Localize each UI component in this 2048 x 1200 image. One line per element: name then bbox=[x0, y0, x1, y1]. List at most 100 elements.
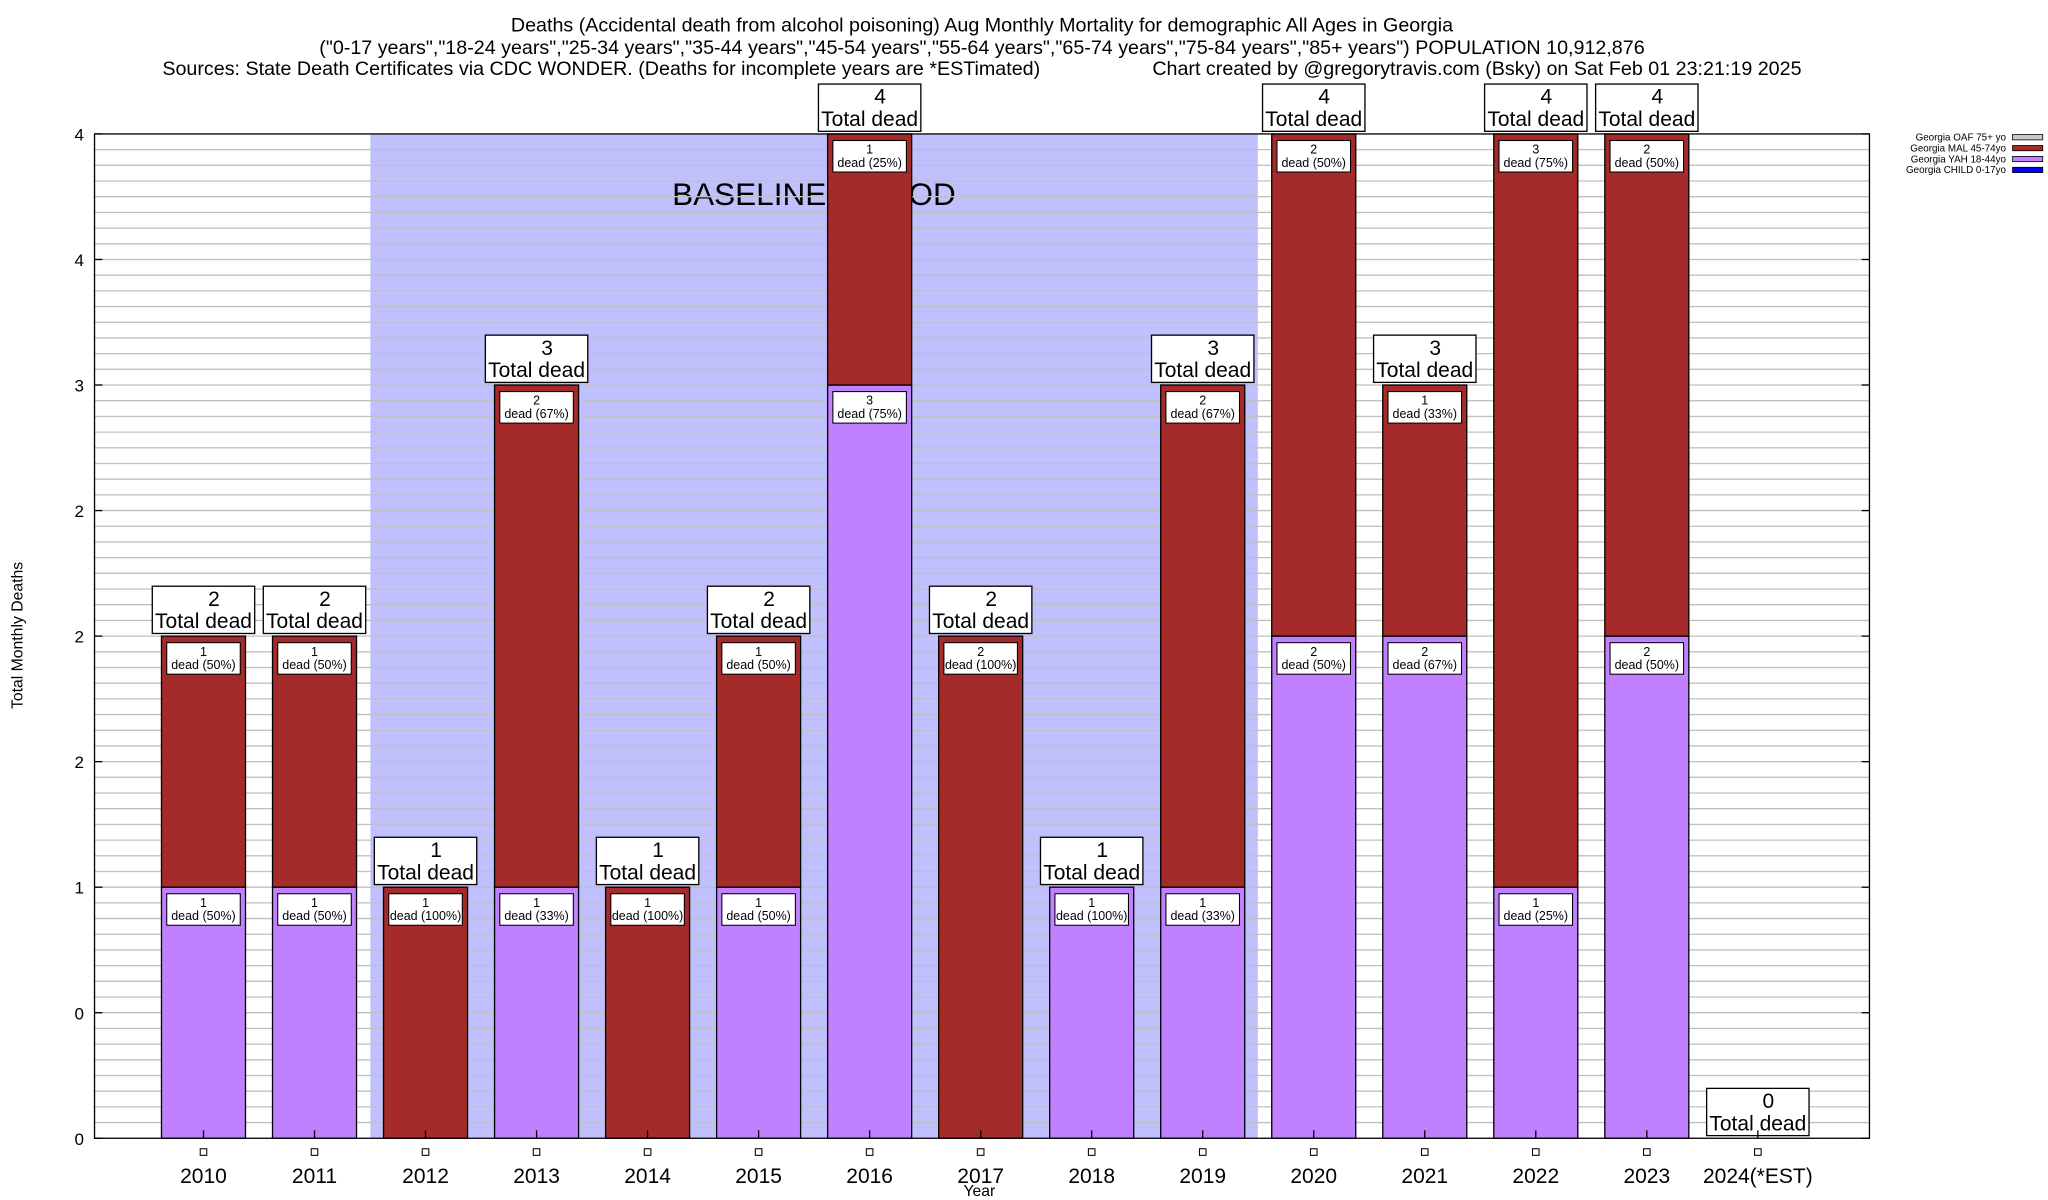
y-tick-label: 2 bbox=[75, 628, 84, 647]
bar-segment-mal bbox=[1604, 133, 1690, 637]
y-tick-label: 2 bbox=[75, 753, 84, 772]
x-tick-label: 2018 bbox=[1068, 1165, 1115, 1188]
total-dead-label: Total dead bbox=[488, 359, 585, 382]
total-count-label: 2 bbox=[319, 588, 331, 611]
x-tick-label: 2011 bbox=[292, 1165, 337, 1188]
segment-label-box bbox=[499, 893, 574, 926]
total-label-box bbox=[1483, 83, 1588, 132]
x-tick-label: 2019 bbox=[1179, 1165, 1226, 1188]
segment-count-label: 1 bbox=[200, 645, 207, 659]
x-marker bbox=[643, 1148, 652, 1156]
bar-segment-mal bbox=[382, 886, 469, 1139]
x-marker bbox=[199, 1148, 208, 1156]
bar-segment-yah bbox=[1271, 635, 1357, 1139]
segment-percent-label: dead (25%) bbox=[837, 156, 901, 170]
total-label-box bbox=[1261, 83, 1366, 132]
segment-count-label: 2 bbox=[1643, 143, 1650, 157]
total-label-box bbox=[817, 83, 922, 132]
x-tick-label: 2010 bbox=[180, 1165, 227, 1188]
segment-label-box bbox=[1609, 642, 1685, 675]
segment-percent-label: dead (50%) bbox=[1615, 156, 1679, 170]
x-marker bbox=[754, 1148, 763, 1156]
total-dead-label: Total dead bbox=[1043, 861, 1140, 884]
x-tick-label: 2023 bbox=[1623, 1165, 1670, 1188]
segment-percent-label: dead (100%) bbox=[612, 909, 683, 923]
segment-count-label: 1 bbox=[533, 896, 540, 910]
segment-count-label: 1 bbox=[1088, 896, 1095, 910]
title-line-2: ("0-17 years","18-24 years","25-34 years… bbox=[319, 37, 1644, 59]
y-axis-label: Total Monthly Deaths bbox=[9, 562, 26, 709]
total-label-box bbox=[595, 836, 700, 886]
x-marker bbox=[976, 1148, 985, 1156]
x-marker bbox=[1531, 1148, 1540, 1156]
segment-percent-label: dead (50%) bbox=[726, 909, 790, 923]
segment-percent-label: dead (100%) bbox=[945, 658, 1016, 672]
segment-count-label: 2 bbox=[977, 645, 984, 659]
segment-label-box bbox=[388, 893, 463, 926]
segment-label-box bbox=[1276, 139, 1352, 173]
total-count-label: 3 bbox=[1429, 337, 1441, 360]
total-label-box bbox=[1705, 1087, 1810, 1137]
total-count-label: 2 bbox=[763, 588, 775, 611]
x-marker bbox=[310, 1148, 319, 1156]
total-count-label: 3 bbox=[541, 337, 553, 360]
total-count-label: 1 bbox=[652, 839, 664, 862]
bar-segment-mal bbox=[1271, 133, 1357, 637]
x-tick-label: 2013 bbox=[513, 1165, 560, 1188]
y-tick-label: 2 bbox=[75, 502, 84, 521]
total-count-label: 1 bbox=[1096, 839, 1108, 862]
total-dead-label: Total dead bbox=[377, 861, 474, 884]
total-dead-label: Total dead bbox=[932, 610, 1029, 633]
segment-count-label: 1 bbox=[1199, 896, 1206, 910]
segment-label-box bbox=[832, 391, 907, 424]
segment-label-box bbox=[721, 642, 796, 675]
y-tick-label: 4 bbox=[75, 126, 84, 145]
chart-title: Deaths (Accidental death from alcohol po… bbox=[162, 15, 1801, 80]
segment-percent-label: dead (50%) bbox=[726, 658, 790, 672]
legend-swatch bbox=[2012, 145, 2044, 152]
segment-label-box bbox=[721, 893, 796, 926]
legend-label: Georgia OAF 75+ yo bbox=[1916, 133, 2007, 144]
segment-label-box bbox=[1276, 642, 1352, 675]
bar-segment-mal bbox=[1160, 384, 1246, 888]
segment-percent-label: dead (75%) bbox=[837, 407, 901, 421]
y-tick-label: 3 bbox=[75, 377, 84, 396]
x-marker bbox=[532, 1148, 541, 1156]
total-dead-label: Total dead bbox=[1598, 108, 1695, 131]
total-label-box bbox=[928, 585, 1033, 635]
title-credit: Chart created by @gregorytravis.com (Bsk… bbox=[1152, 58, 1801, 80]
segment-percent-label: dead (50%) bbox=[1282, 658, 1346, 672]
x-tick-label: 2015 bbox=[735, 1165, 782, 1188]
segment-count-label: 2 bbox=[1310, 143, 1317, 157]
segment-label-box bbox=[166, 642, 241, 675]
x-marker bbox=[1309, 1148, 1318, 1156]
total-label-box bbox=[1039, 836, 1144, 886]
bar-segment-mal bbox=[826, 133, 913, 386]
segment-percent-label: dead (50%) bbox=[282, 658, 346, 672]
segment-percent-label: dead (67%) bbox=[1393, 658, 1457, 672]
segment-label-box bbox=[277, 893, 352, 926]
segment-count-label: 1 bbox=[311, 896, 318, 910]
segment-percent-label: dead (50%) bbox=[1282, 156, 1346, 170]
total-dead-label: Total dead bbox=[1709, 1112, 1806, 1135]
total-dead-label: Total dead bbox=[821, 108, 918, 131]
total-label-box bbox=[1150, 334, 1255, 384]
bar-segment-mal bbox=[1382, 384, 1468, 637]
segment-count-label: 1 bbox=[866, 143, 873, 157]
segment-label-box bbox=[1498, 893, 1574, 926]
segment-label-box bbox=[610, 893, 685, 926]
total-label-box bbox=[151, 585, 256, 635]
segment-count-label: 1 bbox=[422, 896, 429, 910]
total-dead-label: Total dead bbox=[1376, 359, 1473, 382]
total-label-box bbox=[484, 334, 589, 384]
bar-segment-yah bbox=[271, 886, 358, 1139]
segment-percent-label: dead (100%) bbox=[390, 909, 461, 923]
bars bbox=[160, 133, 1690, 1139]
total-count-label: 4 bbox=[1651, 86, 1663, 109]
x-tick-label: 2022 bbox=[1512, 1165, 1559, 1188]
total-dead-label: Total dead bbox=[710, 610, 807, 633]
bar-segment-mal bbox=[1493, 133, 1579, 888]
